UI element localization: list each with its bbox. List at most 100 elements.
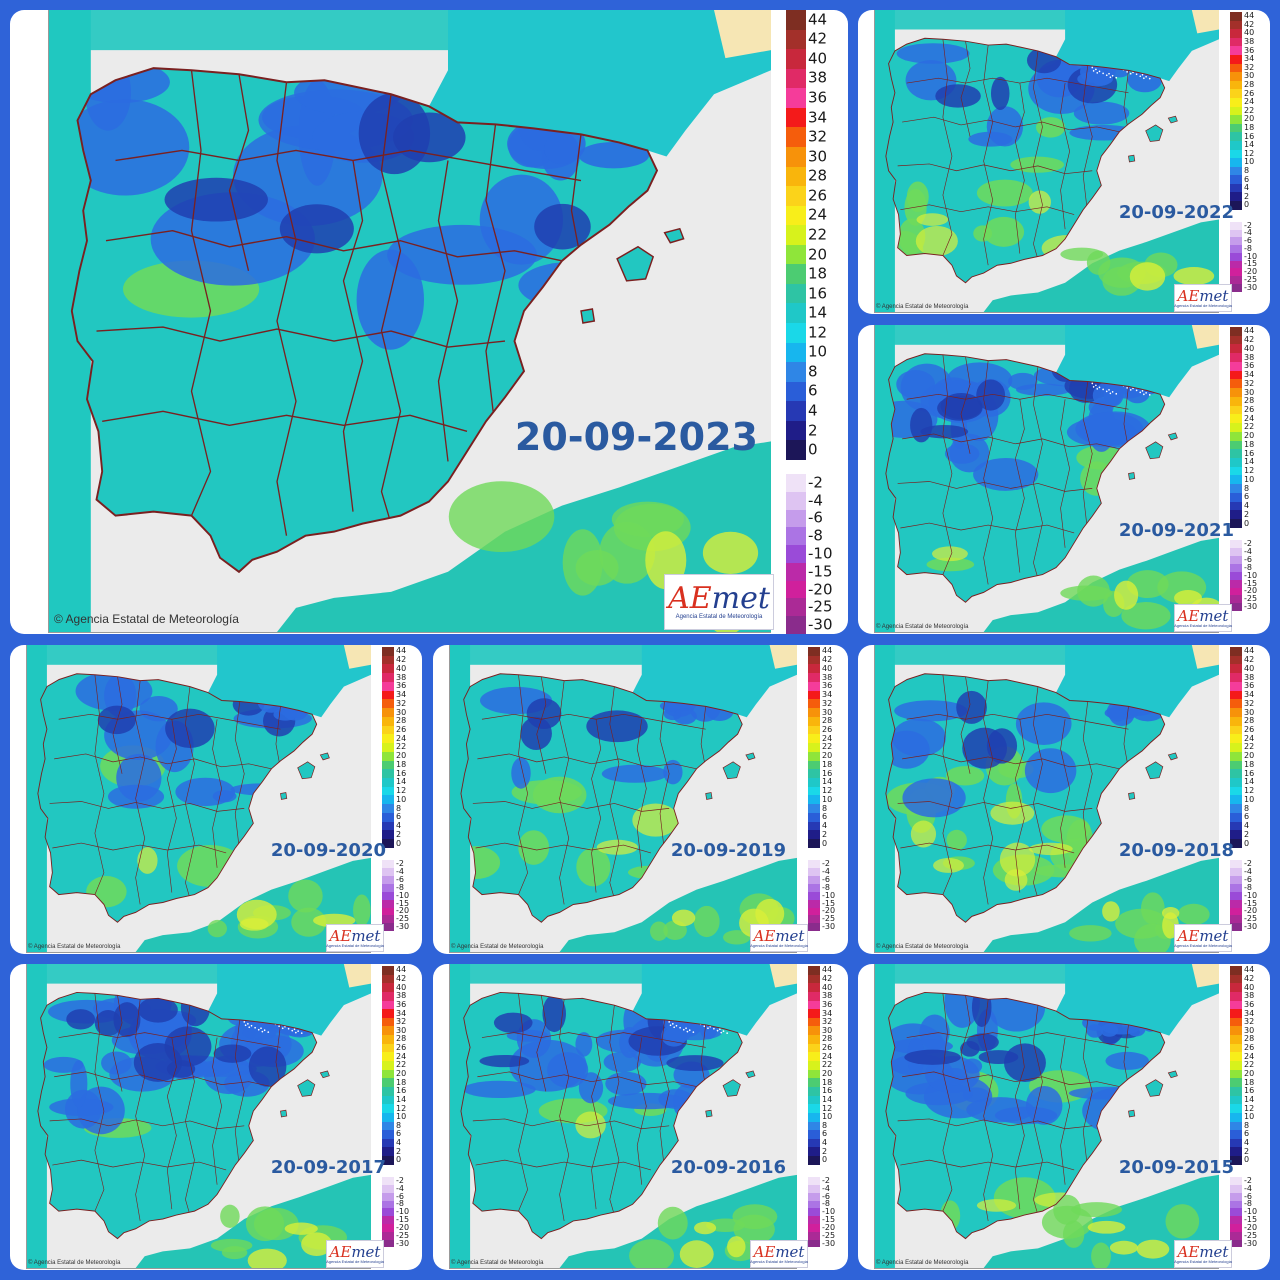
temperature-patch [990,76,1010,111]
legend-swatch: -20 [786,580,833,599]
legend-swatch: -10 [1230,571,1257,580]
coastline [37,673,318,923]
temperature-patch [932,546,968,562]
legend-label: -6 [1244,554,1252,564]
legend-label: 10 [822,794,833,804]
legend-swatch: 32 [1230,379,1254,389]
legend-swatch: 0 [1230,839,1249,848]
legend-label: 6 [1244,492,1250,502]
legend-swatch: 26 [382,725,406,735]
legend-label: 34 [1244,54,1255,64]
aemet-subtitle: Agencia Estatal de Meteorología [750,1258,808,1264]
temperature-patch [448,481,555,553]
temperature-map [449,964,797,1269]
legend-positive-scale: 44 42 40 38 36 34 32 30 28 26 24 22 20 18 16 14 12 10 8 6 4 2… [1230,327,1254,528]
legend-label: 32 [808,127,828,146]
legend-positive-scale: 44 42 40 38 36 34 32 30 28 26 24 22 20 18 16 14 12 10 8 6 4 2… [808,647,832,848]
snow-point [295,1031,297,1034]
legend-swatch: -10 [382,891,409,900]
snow-point [287,1027,290,1030]
legend-swatch: 36 [1230,1000,1254,1010]
legend-swatch: 10 [1230,1113,1254,1122]
temperature-patch [1091,1242,1111,1268]
temperature-patch [629,1239,675,1268]
snow-point [726,1032,728,1035]
legend-label: 8 [822,1120,828,1130]
legend-swatch: 18 [1230,124,1254,133]
legend-label: -10 [1244,890,1258,900]
legend-swatch: 22 [786,225,827,245]
legend-label: 24 [1244,733,1255,743]
legend-label: 20 [1244,431,1255,441]
aemet-subtitle: Agencia Estatal de Meteorología [750,942,808,948]
temperature-patch [935,84,981,108]
legend-label: 24 [822,733,833,743]
legend-label: -15 [1244,1215,1258,1225]
legend-label: 42 [808,29,828,48]
legend-swatch: -30 [1230,1239,1257,1248]
legend-swatch: -6 [1230,1192,1252,1201]
legend-swatch: 40 [808,664,832,674]
temperature-patch [605,1071,647,1096]
legend-label: -10 [822,890,836,900]
legend-label: 22 [1244,422,1255,432]
legend-label: 16 [1244,131,1255,141]
legend-label: 30 [396,707,407,717]
legend-swatch: 36 [1230,46,1254,55]
legend-label: 16 [822,768,833,778]
legend-label: -2 [1244,1176,1252,1186]
temperature-patch [978,1050,1019,1065]
legend-label: 12 [822,1103,833,1113]
legend-swatch: 0 [382,839,401,848]
legend-swatch: 26 [1230,405,1254,415]
snow-point [1145,391,1147,394]
legend-swatch: -10 [1230,1208,1257,1217]
legend-label: 20 [396,751,407,761]
aemet-subtitle: Agencia Estatal de Meteorología [675,614,763,620]
aemet-wordmark: AEmet [1177,926,1229,945]
legend-label: -4 [1244,228,1252,238]
legend-label: 2 [396,829,402,839]
legend-label: -15 [1244,898,1258,908]
legend-label: 0 [1244,1155,1250,1165]
legend-swatch: -2 [382,1177,404,1185]
legend-label: -6 [1244,1191,1252,1201]
province-borders [897,354,1129,585]
legend-swatch: -6 [808,1192,830,1201]
legend-swatch: 4 [1230,822,1249,831]
legend-label: 18 [822,759,833,769]
legend-swatch: 0 [1230,519,1249,528]
legend-label: 22 [822,1060,833,1070]
north-africa-warm-patches [207,879,371,939]
temperature-patch [933,858,964,873]
snow-point [686,1030,689,1033]
legend-swatch: 10 [808,1113,832,1122]
legend-swatch: -10 [382,1208,409,1217]
legend-label: 0 [1244,838,1250,848]
temperature-patch [1060,247,1104,261]
aemet-logo: AEmet Agencia Estatal de Meteorología [664,574,774,630]
copyright-icon: © [876,624,882,630]
temperature-patch [673,708,697,725]
legend-swatch: 42 [1230,20,1254,30]
legend-label: 44 [1244,965,1255,975]
legend-label: -2 [1244,539,1252,549]
legend-label: -15 [1244,578,1258,588]
snow-point [261,1030,264,1033]
legend-swatch: -4 [808,1184,830,1193]
legend-label: 4 [1244,183,1250,193]
balearic-island [1167,752,1178,761]
legend-label: 2 [822,829,828,839]
temperature-patch [387,224,537,285]
legend-swatch: -8 [808,1200,830,1209]
map-panel-20-09-2022: 44 42 40 38 36 34 32 30 28 26 24 22 20 18 16 14 12 10 8 6 4 2… [858,10,1270,314]
legend-label: 44 [822,646,833,656]
legend-swatch: 14 [808,1095,832,1105]
legend-label: -6 [822,1191,830,1201]
legend-swatch: 24 [808,1052,832,1062]
legend-swatch: -20 [1230,268,1257,277]
legend-swatch: 30 [808,1026,832,1036]
legend-label: 6 [822,1129,828,1139]
legend-swatch: 8 [786,362,818,382]
snow-point [1105,390,1108,393]
